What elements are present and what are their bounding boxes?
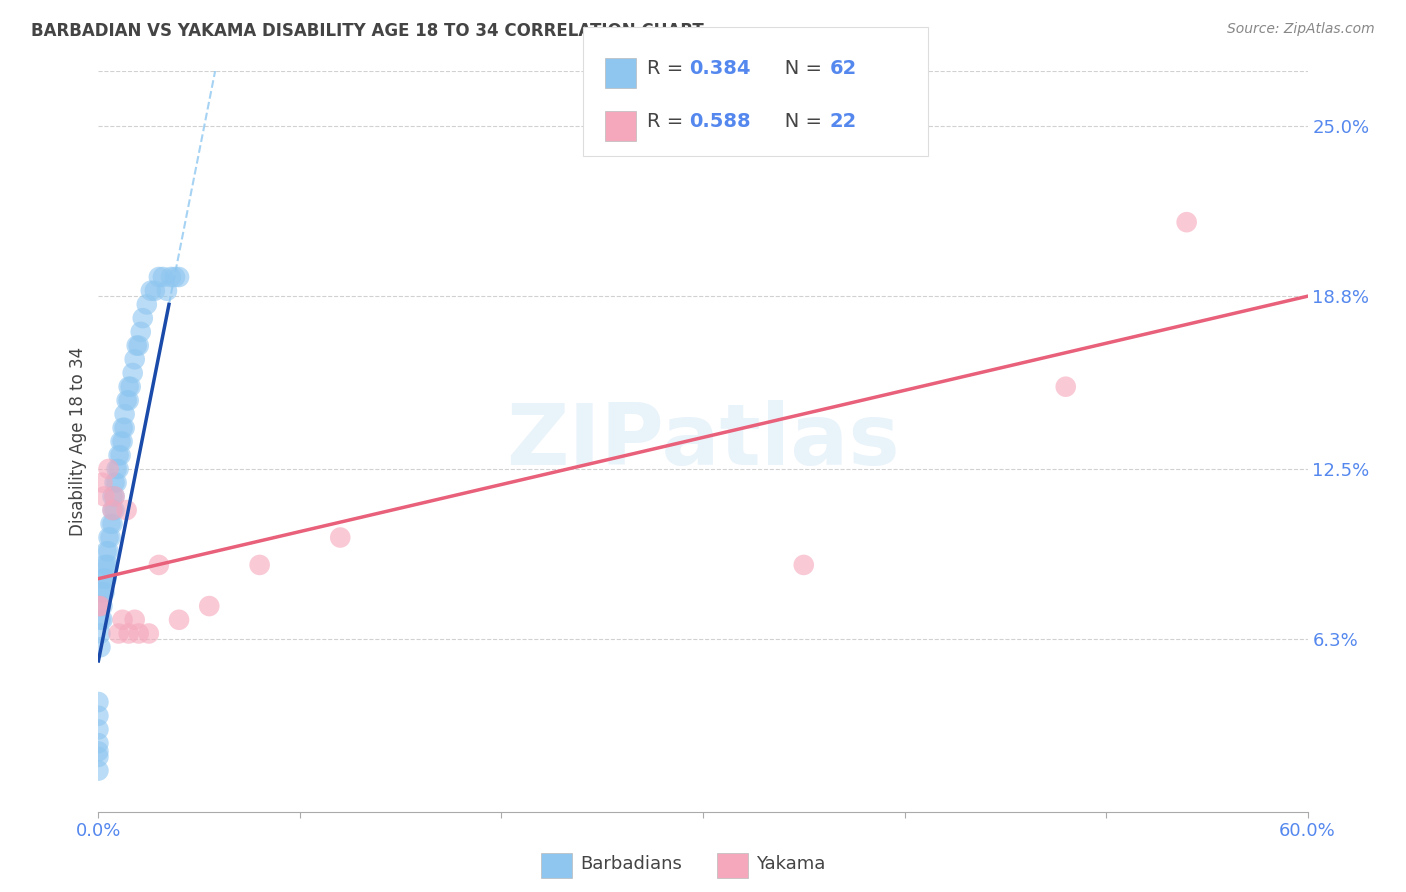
Point	[135, 297, 157, 311]
Point	[124, 352, 146, 367]
Point	[118, 626, 141, 640]
Text: 62: 62	[830, 59, 856, 78]
Point	[89, 599, 111, 613]
Point	[793, 558, 815, 572]
Text: Barbadians: Barbadians	[581, 855, 682, 873]
Point	[89, 599, 111, 613]
Point	[87, 695, 110, 709]
Point	[103, 489, 125, 503]
Point	[249, 558, 271, 572]
Text: 0.588: 0.588	[689, 112, 751, 130]
Point	[163, 270, 186, 285]
Point	[97, 544, 120, 558]
Point	[89, 613, 111, 627]
Point	[87, 736, 110, 750]
Point	[101, 516, 124, 531]
Point	[89, 626, 111, 640]
Point	[97, 462, 120, 476]
Point	[148, 558, 170, 572]
Point	[118, 393, 141, 408]
Point	[132, 311, 155, 326]
Point	[93, 585, 115, 599]
Point	[91, 572, 114, 586]
Point	[114, 407, 136, 421]
Point	[100, 531, 122, 545]
Point	[93, 489, 115, 503]
Point	[114, 421, 136, 435]
Point	[87, 764, 110, 778]
Point	[115, 393, 138, 408]
Point	[87, 744, 110, 758]
Point	[87, 599, 110, 613]
Point	[107, 626, 129, 640]
Point	[139, 284, 162, 298]
Point	[111, 613, 134, 627]
Point	[100, 516, 122, 531]
Point	[91, 475, 114, 490]
Point	[143, 284, 166, 298]
Point	[89, 640, 111, 655]
Point	[115, 503, 138, 517]
Point	[101, 503, 124, 517]
Point	[167, 270, 190, 285]
Text: N =: N =	[766, 112, 828, 130]
Point	[148, 270, 170, 285]
Point	[107, 462, 129, 476]
Point	[93, 558, 115, 572]
Point	[91, 613, 114, 627]
Point	[103, 503, 125, 517]
Point	[118, 380, 141, 394]
Point	[103, 489, 125, 503]
Point	[128, 626, 150, 640]
Point	[87, 723, 110, 737]
Text: Yakama: Yakama	[756, 855, 825, 873]
Text: 22: 22	[830, 112, 856, 130]
Text: Source: ZipAtlas.com: Source: ZipAtlas.com	[1227, 22, 1375, 37]
Point	[160, 270, 183, 285]
Point	[107, 448, 129, 462]
Point	[89, 585, 111, 599]
Point	[87, 708, 110, 723]
Point	[167, 613, 190, 627]
Point	[1054, 380, 1077, 394]
Point	[91, 599, 114, 613]
Point	[121, 366, 143, 380]
Point	[129, 325, 152, 339]
Text: ZIPatlas: ZIPatlas	[506, 400, 900, 483]
Point	[110, 448, 132, 462]
Point	[120, 380, 142, 394]
Point	[101, 489, 124, 503]
Point	[329, 531, 352, 545]
Point	[105, 462, 128, 476]
Point	[97, 558, 120, 572]
Text: BARBADIAN VS YAKAMA DISABILITY AGE 18 TO 34 CORRELATION CHART: BARBADIAN VS YAKAMA DISABILITY AGE 18 TO…	[31, 22, 703, 40]
Point	[128, 338, 150, 352]
Point	[87, 750, 110, 764]
Point	[125, 338, 148, 352]
Point	[103, 475, 125, 490]
Point	[96, 558, 118, 572]
Point	[152, 270, 174, 285]
Text: R =: R =	[647, 59, 689, 78]
Y-axis label: Disability Age 18 to 34: Disability Age 18 to 34	[69, 347, 87, 536]
Point	[1175, 215, 1198, 229]
Point	[97, 531, 120, 545]
Point	[138, 626, 160, 640]
Point	[156, 284, 179, 298]
Point	[101, 503, 124, 517]
Point	[124, 613, 146, 627]
Point	[110, 434, 132, 449]
Text: N =: N =	[766, 59, 828, 78]
Point	[96, 544, 118, 558]
Point	[91, 585, 114, 599]
Point	[111, 434, 134, 449]
Point	[105, 475, 128, 490]
Point	[96, 572, 118, 586]
Point	[111, 421, 134, 435]
Text: R =: R =	[647, 112, 689, 130]
Point	[93, 572, 115, 586]
Text: 0.384: 0.384	[689, 59, 751, 78]
Point	[198, 599, 221, 613]
